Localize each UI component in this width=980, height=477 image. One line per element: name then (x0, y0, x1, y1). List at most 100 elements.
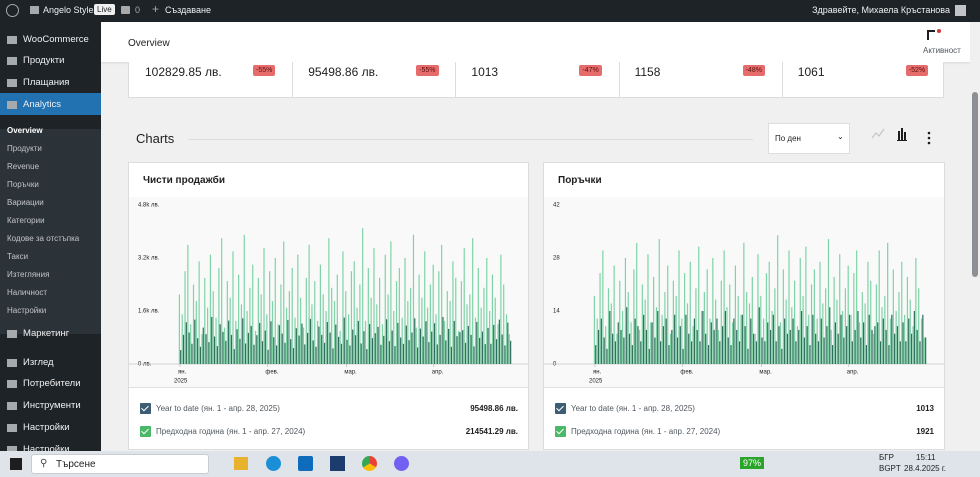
stat-value[interactable]: 1158 (634, 65, 661, 79)
scroll-thumb[interactable] (972, 92, 978, 277)
legend-label[interactable]: Предходна година (ян. 1 - апр. 27, 2024) (571, 427, 721, 436)
bar-chart-button[interactable] (897, 128, 907, 141)
bar (864, 303, 866, 364)
menu-item[interactable]: WooCommerce (23, 34, 89, 45)
bar (754, 333, 756, 364)
legend-label[interactable]: Year to date (ян. 1 - апр. 28, 2025) (571, 404, 695, 413)
menu-item[interactable]: Настройки (23, 444, 70, 455)
bar (605, 326, 607, 364)
app-icon[interactable] (330, 456, 345, 471)
bar (342, 251, 344, 364)
bar (628, 333, 631, 364)
language[interactable]: БГР (879, 453, 894, 462)
activity-dot (937, 29, 941, 33)
menu-item[interactable]: Продукти (23, 55, 65, 66)
legend-checkbox[interactable] (555, 403, 566, 414)
more-menu[interactable] (927, 131, 931, 145)
legend-checkbox[interactable] (140, 426, 151, 437)
bar (246, 311, 248, 364)
bar (379, 277, 381, 364)
bar (410, 287, 412, 364)
submenu-item[interactable]: Такси (7, 252, 29, 261)
legend-checkbox[interactable] (555, 426, 566, 437)
battery[interactable]: 97% (740, 457, 765, 469)
stat-value[interactable]: 102829.85 лв. (145, 65, 222, 79)
menu-item[interactable]: Изглед (23, 357, 54, 368)
bar (456, 336, 458, 364)
stat-value[interactable]: 95498.86 лв. (308, 65, 379, 79)
submenu-item[interactable]: Изтегляния (7, 270, 50, 279)
submenu-item[interactable]: Вариации (7, 198, 44, 207)
viber-icon[interactable] (394, 456, 409, 471)
menu-item[interactable]: Analytics (23, 99, 62, 110)
avatar[interactable] (955, 5, 966, 16)
bar (180, 350, 182, 364)
bar (846, 326, 848, 364)
submenu-item[interactable]: Кодове за отстъпка (7, 234, 80, 243)
bar (352, 329, 354, 364)
chrome-icon[interactable] (362, 456, 377, 471)
heading-rule (188, 139, 753, 140)
create-link[interactable]: Създаване (165, 5, 211, 15)
menu-item[interactable]: Маркетинг (23, 328, 70, 339)
bar (715, 299, 717, 364)
edge-icon[interactable] (266, 456, 281, 471)
bar (243, 234, 245, 364)
clock-time[interactable]: 15:11 (916, 453, 936, 462)
submenu-item[interactable]: Продукти (7, 144, 42, 153)
interval-select[interactable]: По ден ⌄ (768, 123, 850, 154)
menu-item[interactable]: Настройки (23, 422, 70, 433)
legend-label[interactable]: Предходна година (ян. 1 - апр. 27, 2024) (156, 427, 306, 436)
submenu-item[interactable]: Наличност (7, 288, 48, 297)
greeting[interactable]: Здравейте, Михаела Кръстанова (812, 5, 950, 15)
menu-item[interactable]: Потребители (23, 378, 81, 389)
bar (438, 271, 440, 364)
bar (307, 332, 309, 364)
bar (469, 294, 471, 364)
activity-label[interactable]: Активност (923, 46, 961, 55)
keyboard-layout[interactable]: BGPT (879, 464, 901, 473)
activity-icon[interactable] (927, 30, 935, 40)
bar (789, 329, 791, 364)
menu-item[interactable]: Инструменти (23, 400, 81, 411)
line-chart-button[interactable] (871, 128, 885, 139)
menu-item[interactable]: Плащания (23, 77, 70, 88)
submenu-item[interactable]: Overview (7, 126, 43, 135)
bar (359, 284, 361, 364)
outlook-icon[interactable] (298, 456, 313, 471)
bar (685, 314, 687, 364)
bar (436, 344, 438, 364)
bar (318, 326, 320, 364)
bar (748, 303, 751, 364)
site-name[interactable]: Angelo Style (43, 5, 94, 15)
bar (734, 265, 736, 364)
bar (723, 250, 725, 364)
bar (803, 337, 805, 364)
submenu-item[interactable]: Категории (7, 216, 45, 225)
stat-value[interactable]: 1013 (471, 65, 499, 79)
check-mark (141, 403, 149, 412)
clock-date[interactable]: 28.4.2025 г. (904, 464, 946, 473)
bar (484, 344, 486, 364)
legend-checkbox[interactable] (140, 403, 151, 414)
bar (813, 269, 815, 364)
bar (407, 301, 409, 364)
start-button[interactable] (10, 458, 22, 470)
bar (369, 323, 371, 364)
legend-label[interactable]: Year to date (ян. 1 - апр. 28, 2025) (156, 404, 280, 413)
bar (459, 332, 461, 364)
bar (218, 267, 220, 364)
wp-logo[interactable] (6, 4, 19, 17)
submenu-item[interactable]: Revenue (7, 162, 40, 171)
bar (894, 333, 896, 364)
explorer-icon[interactable] (234, 457, 248, 470)
bar (836, 299, 838, 364)
chart-type-icons (871, 128, 931, 145)
stat-value[interactable]: 1061 (797, 65, 825, 79)
comment-count[interactable]: 0 (135, 5, 141, 15)
bar (507, 322, 509, 364)
search-box[interactable]: ⚲ Търсене (31, 454, 209, 474)
submenu-item[interactable]: Настройки (7, 306, 47, 315)
bar (839, 254, 841, 364)
submenu-item[interactable]: Поръчки (7, 180, 39, 189)
